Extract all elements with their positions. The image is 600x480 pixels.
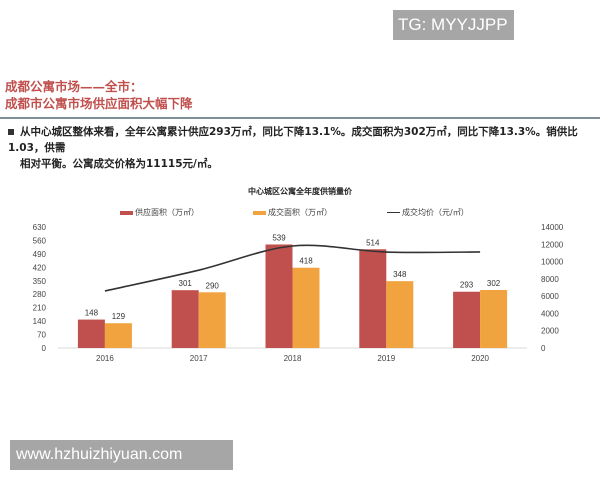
bar-label-transaction: 290: [206, 281, 220, 290]
left-axis-tick: 350: [33, 277, 47, 286]
bar-supply: [359, 249, 387, 348]
price-line: [104, 244, 481, 292]
legend-swatch-transaction: [253, 210, 266, 215]
summary-line-2: 相对平衡。公寓成交价格为11115元/㎡。: [20, 158, 218, 170]
left-axis-tick: 630: [33, 223, 47, 232]
x-axis-tick: 2018: [284, 354, 302, 363]
legend-label-supply: 供应面积（万㎡）: [135, 208, 199, 217]
x-axis-tick: 2020: [471, 354, 489, 363]
right-axis-tick: 2000: [541, 327, 559, 336]
bar-label-transaction: 418: [299, 257, 313, 266]
bar-supply: [265, 244, 293, 348]
right-axis-tick: 6000: [541, 292, 559, 301]
bar-supply: [77, 319, 105, 348]
bar-label-transaction: 129: [112, 312, 126, 321]
bar-label-transaction: 302: [487, 279, 501, 288]
right-axis-tick: 0: [541, 344, 546, 353]
summary-paragraph: 从中心城区整体来看，全年公寓累计供应293万㎡，同比下降13.1%。成交面积为3…: [8, 124, 593, 172]
right-axis-tick: 14000: [541, 223, 564, 232]
x-axis-tick: 2019: [377, 354, 395, 363]
website-watermark: www.hzhuizhiyuan.com: [10, 440, 233, 470]
legend-swatch-supply: [120, 210, 133, 215]
bar-transaction: [104, 323, 132, 348]
legend-item-supply: 供应面积（万㎡）: [120, 207, 199, 218]
legend-item-price: 成交均价（元/㎡）: [387, 207, 469, 218]
bar-label-supply: 148: [85, 309, 99, 318]
legend-label-transaction: 成交面积（万㎡）: [268, 208, 332, 217]
left-axis-tick: 70: [37, 331, 46, 340]
headline-line-1: 成都公寓市场——全市：: [5, 79, 143, 94]
legend-line-price: [387, 211, 400, 214]
headline-line-2: 成都市公寓市场供应面积大幅下降: [5, 96, 193, 111]
bar-supply: [453, 291, 481, 348]
bullet-square-icon: [8, 129, 14, 135]
bar-label-supply: 539: [272, 233, 286, 242]
right-axis-tick: 4000: [541, 309, 559, 318]
right-axis-tick: 8000: [541, 275, 559, 284]
page-headline: 成都公寓市场——全市： 成都市公寓市场供应面积大幅下降: [5, 78, 193, 112]
bar-transaction: [198, 292, 226, 348]
bar-transaction: [292, 267, 320, 348]
right-axis-tick: 10000: [541, 258, 564, 267]
left-axis-tick: 140: [33, 317, 47, 326]
tg-watermark-badge: TG: MYYJJPP: [393, 10, 514, 40]
right-axis-tick: 12000: [541, 240, 564, 249]
bar-label-supply: 301: [179, 279, 193, 288]
x-axis-tick: 2016: [96, 354, 114, 363]
left-axis-tick: 280: [33, 290, 47, 299]
summary-line-1: 从中心城区整体来看，全年公寓累计供应293万㎡，同比下降13.1%。成交面积为3…: [8, 126, 578, 154]
left-axis-tick: 0: [42, 344, 47, 353]
left-axis-tick: 210: [33, 304, 47, 313]
x-axis-tick: 2017: [190, 354, 208, 363]
left-axis-tick: 420: [33, 263, 47, 272]
bar-label-supply: 293: [460, 281, 474, 290]
header-divider: [0, 117, 600, 119]
left-axis-tick: 560: [33, 236, 47, 245]
legend-item-transaction: 成交面积（万㎡）: [253, 207, 332, 218]
chart-title: 中心城区公寓全年度供销量价: [248, 187, 352, 196]
bar-label-supply: 514: [366, 238, 380, 247]
bar-supply: [171, 290, 199, 348]
chart-plot-area: 0 70 140 210 280 350 420 490 560 630 0 2000 4000 6000…: [33, 223, 564, 363]
bar-transaction: [386, 281, 414, 348]
bar-transaction: [480, 289, 508, 348]
left-axis-tick: 490: [33, 250, 47, 259]
bar-label-transaction: 348: [393, 270, 407, 279]
legend-label-price: 成交均价（元/㎡）: [402, 208, 469, 217]
